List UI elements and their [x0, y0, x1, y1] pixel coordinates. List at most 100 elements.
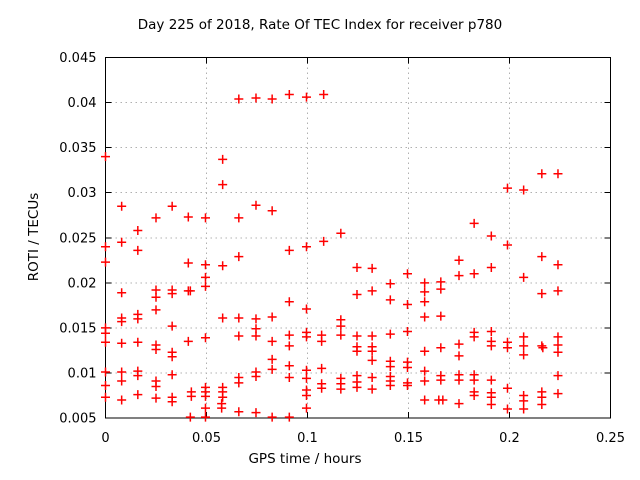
data-point: [151, 345, 161, 355]
data-point: [319, 89, 329, 99]
data-point: [301, 304, 311, 314]
data-point: [234, 378, 244, 388]
data-point: [553, 347, 563, 357]
data-point: [538, 343, 548, 353]
x-tick-label: 0.15: [394, 431, 423, 446]
data-point: [519, 404, 529, 414]
data-point: [167, 201, 177, 211]
data-point: [486, 326, 496, 336]
data-point: [301, 403, 311, 413]
data-point: [101, 242, 110, 252]
y-tick-label: 0.03: [68, 186, 97, 201]
data-point: [519, 272, 529, 282]
data-point: [151, 292, 161, 302]
data-point: [267, 364, 277, 374]
y-tick-label: 0.005: [59, 412, 96, 427]
data-point: [336, 228, 346, 238]
data-point: [251, 408, 261, 418]
data-point: [420, 287, 430, 297]
data-point: [117, 367, 127, 377]
data-point: [200, 213, 210, 223]
data-point: [367, 355, 377, 365]
data-point: [234, 213, 244, 223]
data-point: [486, 231, 496, 241]
data-point: [284, 372, 294, 382]
data-point: [117, 317, 127, 327]
chart-title: Day 225 of 2018, Rate Of TEC Index for r…: [138, 17, 502, 33]
data-point: [301, 373, 311, 383]
y-tick-label: 0.02: [68, 276, 97, 291]
data-point: [454, 375, 464, 385]
data-point: [117, 237, 127, 247]
data-point: [336, 330, 346, 340]
data-point: [101, 328, 110, 338]
data-point: [117, 376, 127, 386]
data-point: [267, 354, 277, 364]
data-point: [267, 312, 277, 322]
data-point: [185, 412, 195, 422]
data-point: [385, 295, 395, 305]
data-point: [167, 352, 177, 362]
data-point: [133, 390, 143, 400]
data-point: [186, 391, 196, 401]
data-point: [133, 337, 143, 347]
data-point: [218, 154, 228, 164]
data-point: [301, 390, 311, 400]
data-point: [234, 94, 244, 104]
data-point: [284, 361, 294, 371]
data-point: [284, 341, 294, 351]
data-point: [553, 260, 563, 270]
data-point: [502, 183, 512, 193]
grid-lines: [105, 57, 611, 418]
data-point: [352, 290, 362, 300]
data-point: [101, 367, 110, 377]
data-point: [502, 343, 512, 353]
data-point: [402, 381, 412, 391]
data-point: [317, 383, 327, 393]
data-point: [317, 336, 327, 346]
data-point: [183, 212, 193, 222]
data-point: [301, 365, 311, 375]
data-point: [385, 329, 395, 339]
data-point: [454, 255, 464, 265]
data-point: [117, 201, 127, 211]
data-point: [352, 331, 362, 341]
data-point: [519, 332, 529, 342]
data-point: [454, 339, 464, 349]
data-point: [200, 281, 210, 291]
data-point: [117, 338, 127, 348]
data-point: [420, 278, 430, 288]
data-point: [167, 321, 177, 331]
data-point: [436, 343, 446, 353]
data-point: [101, 337, 110, 347]
plot-border: [105, 57, 611, 419]
data-point: [486, 262, 496, 272]
data-point: [101, 152, 110, 162]
data-point: [151, 305, 161, 315]
data-point: [267, 94, 277, 104]
data-point: [267, 206, 277, 216]
data-point: [469, 269, 479, 279]
data-point: [234, 252, 244, 262]
data-point: [420, 395, 430, 405]
data-point: [486, 375, 496, 385]
data-point: [454, 271, 464, 281]
data-point: [284, 89, 294, 99]
data-point: [218, 313, 228, 323]
data-point: [502, 404, 512, 414]
data-points: [101, 89, 563, 422]
data-point: [420, 376, 430, 386]
data-point: [117, 288, 127, 298]
data-point: [183, 258, 193, 268]
y-tick-label: 0.04: [68, 96, 97, 111]
data-point: [352, 262, 362, 272]
x-axis-label: GPS time / hours: [248, 451, 361, 467]
data-point: [469, 218, 479, 228]
data-point: [101, 257, 110, 267]
data-point: [336, 321, 346, 331]
data-point: [367, 384, 377, 394]
data-point: [301, 332, 311, 342]
data-point: [336, 384, 346, 394]
data-point: [438, 395, 448, 405]
